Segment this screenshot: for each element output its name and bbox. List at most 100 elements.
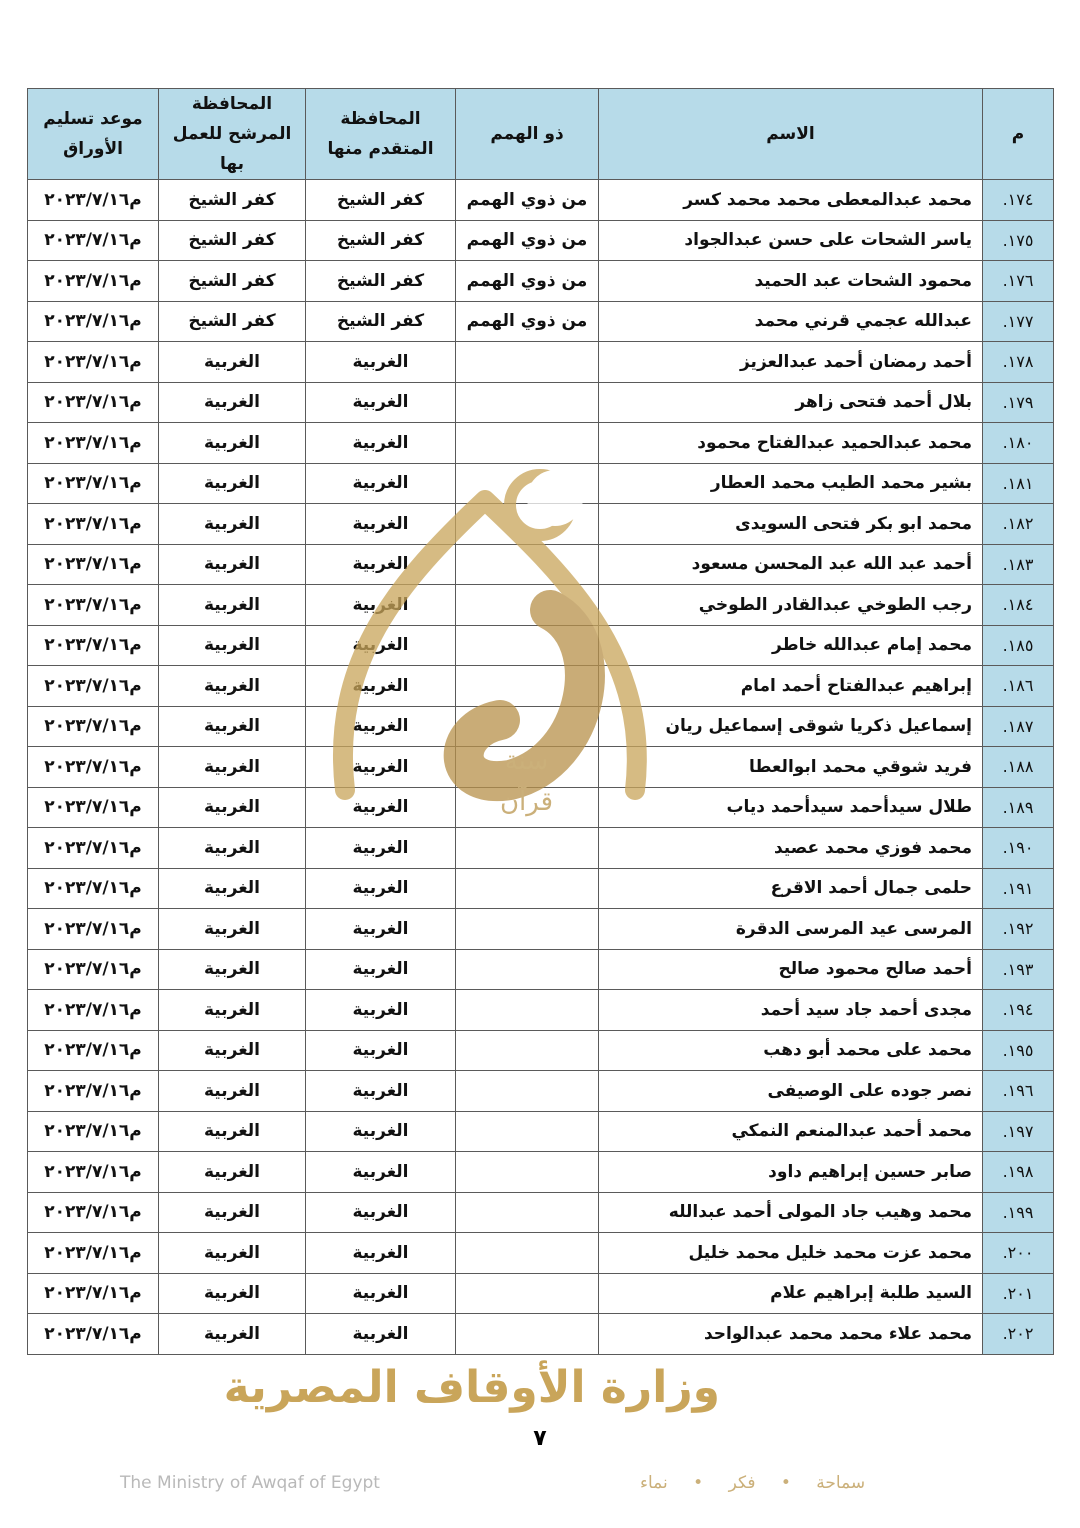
to-governorate: الغربية	[158, 584, 306, 626]
submission-date: ٢٠٢٣/٧/١٦م	[27, 665, 159, 707]
submission-date: ٢٠٢٣/٧/١٦م	[27, 584, 159, 626]
row-number: ١٧٤.	[982, 179, 1054, 221]
to-governorate: كفر الشيخ	[158, 219, 306, 261]
row-number: ١٩٤.	[982, 989, 1054, 1031]
disability-status	[455, 1070, 599, 1112]
disability-status	[455, 543, 599, 585]
to-governorate: الغربية	[158, 1272, 306, 1314]
table-row: ١٨٤. رجب الطوخي عبدالقادر الطوخي الغربية ال…	[27, 584, 1054, 626]
header-to-governorate: المحافظة المرشح للعمل بها	[158, 88, 306, 180]
watermark-sunnah: سنة	[504, 746, 549, 776]
from-governorate: الغربية	[305, 503, 456, 545]
from-governorate: الغربية	[305, 827, 456, 869]
header-name: الاسم	[598, 88, 983, 180]
from-governorate: الغربية	[305, 1232, 456, 1274]
submission-date: ٢٠٢٣/٧/١٦م	[27, 746, 159, 788]
row-number: ١٩٩.	[982, 1191, 1054, 1233]
submission-date: ٢٠٢٣/٧/١٦م	[27, 1151, 159, 1193]
to-governorate: الغربية	[158, 665, 306, 707]
disability-status	[455, 827, 599, 869]
disability-status	[455, 584, 599, 626]
table-header-row: م الاسم ذو الهمم المحافظة المتقدم منها ا…	[27, 88, 1054, 180]
submission-date: ٢٠٢٣/٧/١٦م	[27, 948, 159, 990]
disability-status: من ذوي الهمم	[455, 260, 599, 302]
to-governorate: كفر الشيخ	[158, 179, 306, 221]
table-row: ٢٠٢. محمد علاء محمد محمد عبدالواحد الغربية…	[27, 1313, 1054, 1355]
header-num: م	[982, 88, 1054, 180]
candidates-table: م الاسم ذو الهمم المحافظة المتقدم منها ا…	[27, 88, 1054, 1355]
to-governorate: الغربية	[158, 422, 306, 464]
submission-date: ٢٠٢٣/٧/١٦م	[27, 705, 159, 747]
submission-date: ٢٠٢٣/٧/١٦م	[27, 422, 159, 464]
to-governorate: الغربية	[158, 1151, 306, 1193]
header-date: موعد تسليم الأوراق	[27, 88, 159, 180]
row-number: ١٨٤.	[982, 584, 1054, 626]
candidate-name: رجب الطوخي عبدالقادر الطوخي	[598, 584, 983, 626]
disability-status	[455, 503, 599, 545]
to-governorate: الغربية	[158, 1313, 306, 1355]
submission-date: ٢٠٢٣/٧/١٦م	[27, 260, 159, 302]
candidate-name: محمد ابو بكر فتحى السويدى	[598, 503, 983, 545]
disability-status	[455, 1110, 599, 1152]
disability-status: من ذوي الهمم	[455, 219, 599, 261]
candidate-name: أحمد رمضان أحمد عبدالعزيز	[598, 341, 983, 383]
submission-date: ٢٠٢٣/٧/١٦م	[27, 624, 159, 666]
row-number: ١٩٦.	[982, 1070, 1054, 1112]
submission-date: ٢٠٢٣/٧/١٦م	[27, 786, 159, 828]
row-number: ١٨٢.	[982, 503, 1054, 545]
disability-status	[455, 989, 599, 1031]
candidate-name: بشير محمد الطيب محمد العطار	[598, 462, 983, 504]
row-number: ١٧٩.	[982, 381, 1054, 423]
submission-date: ٢٠٢٣/٧/١٦م	[27, 1232, 159, 1274]
table-row: ١٧٤. محمد عبدالمعطى محمد محمد كسر من ذوي ا…	[27, 179, 1054, 221]
submission-date: ٢٠٢٣/٧/١٦م	[27, 341, 159, 383]
from-governorate: الغربية	[305, 786, 456, 828]
candidate-name: ياسر الشحات على حسن عبدالجواد	[598, 219, 983, 261]
table-row: ١٩٥. محمد على محمد أبو دهب الغربية الغربية ٢…	[27, 1029, 1054, 1071]
page-number: ٧	[533, 1426, 547, 1451]
candidate-name: محمد على محمد أبو دهب	[598, 1029, 983, 1071]
candidate-name: محمد وهيب جاد المولى أحمد عبدالله	[598, 1191, 983, 1233]
to-governorate: الغربية	[158, 867, 306, 909]
from-governorate: الغربية	[305, 705, 456, 747]
candidate-name: أحمد صالح محمود صالح	[598, 948, 983, 990]
to-governorate: الغربية	[158, 462, 306, 504]
submission-date: ٢٠٢٣/٧/١٦م	[27, 219, 159, 261]
from-governorate: كفر الشيخ	[305, 260, 456, 302]
candidate-name: إسماعيل ذكريا شوقى إسماعيل ريان	[598, 705, 983, 747]
table-row: ١٨٣. أحمد عبد الله عبد المحسن مسعود الغربي…	[27, 543, 1054, 585]
submission-date: ٢٠٢٣/٧/١٦م	[27, 1191, 159, 1233]
row-number: ١٧٥.	[982, 219, 1054, 261]
table-row: ١٨٠. محمد عبدالحميد عبدالفتاح محمود الغربي…	[27, 422, 1054, 464]
table-row: ١٩٣. أحمد صالح محمود صالح الغربية الغربية ٢٠…	[27, 948, 1054, 990]
to-governorate: الغربية	[158, 1232, 306, 1274]
from-governorate: الغربية	[305, 1151, 456, 1193]
row-number: ١٩٧.	[982, 1110, 1054, 1152]
disability-status	[455, 948, 599, 990]
row-number: ١٩٠.	[982, 827, 1054, 869]
watermark-motto: سماحة • فكر • نماء	[640, 1473, 866, 1493]
row-number: ٢٠٢.	[982, 1313, 1054, 1355]
from-governorate: الغربية	[305, 422, 456, 464]
disability-status	[455, 381, 599, 423]
to-governorate: الغربية	[158, 908, 306, 950]
watermark-title-en: The Ministry of Awqaf of Egypt	[120, 1473, 380, 1493]
submission-date: ٢٠٢٣/٧/١٦م	[27, 179, 159, 221]
candidate-name: محمد أحمد عبدالمنعم النمكي	[598, 1110, 983, 1152]
table-row: ١٩٧. محمد أحمد عبدالمنعم النمكي الغربية الغ…	[27, 1110, 1054, 1152]
table-row: ١٨٩. طلال سيدأحمد سيدأحمد دياب الغربية الغر…	[27, 786, 1054, 828]
from-governorate: الغربية	[305, 1070, 456, 1112]
disability-status	[455, 1232, 599, 1274]
from-governorate: الغربية	[305, 1029, 456, 1071]
to-governorate: الغربية	[158, 948, 306, 990]
table-row: ١٩٤. مجدى أحمد جاد سيد أحمد الغربية الغربية…	[27, 989, 1054, 1031]
watermark-quran: قرآن	[499, 787, 554, 817]
table-row: ١٨٦. إبراهيم عبدالفتاح أحمد امام الغربية ال…	[27, 665, 1054, 707]
disability-status	[455, 341, 599, 383]
to-governorate: الغربية	[158, 827, 306, 869]
row-number: ٢٠٠.	[982, 1232, 1054, 1274]
candidate-name: حلمى جمال أحمد الاقرع	[598, 867, 983, 909]
from-governorate: كفر الشيخ	[305, 179, 456, 221]
row-number: ٢٠١.	[982, 1272, 1054, 1314]
row-number: ١٨٣.	[982, 543, 1054, 585]
